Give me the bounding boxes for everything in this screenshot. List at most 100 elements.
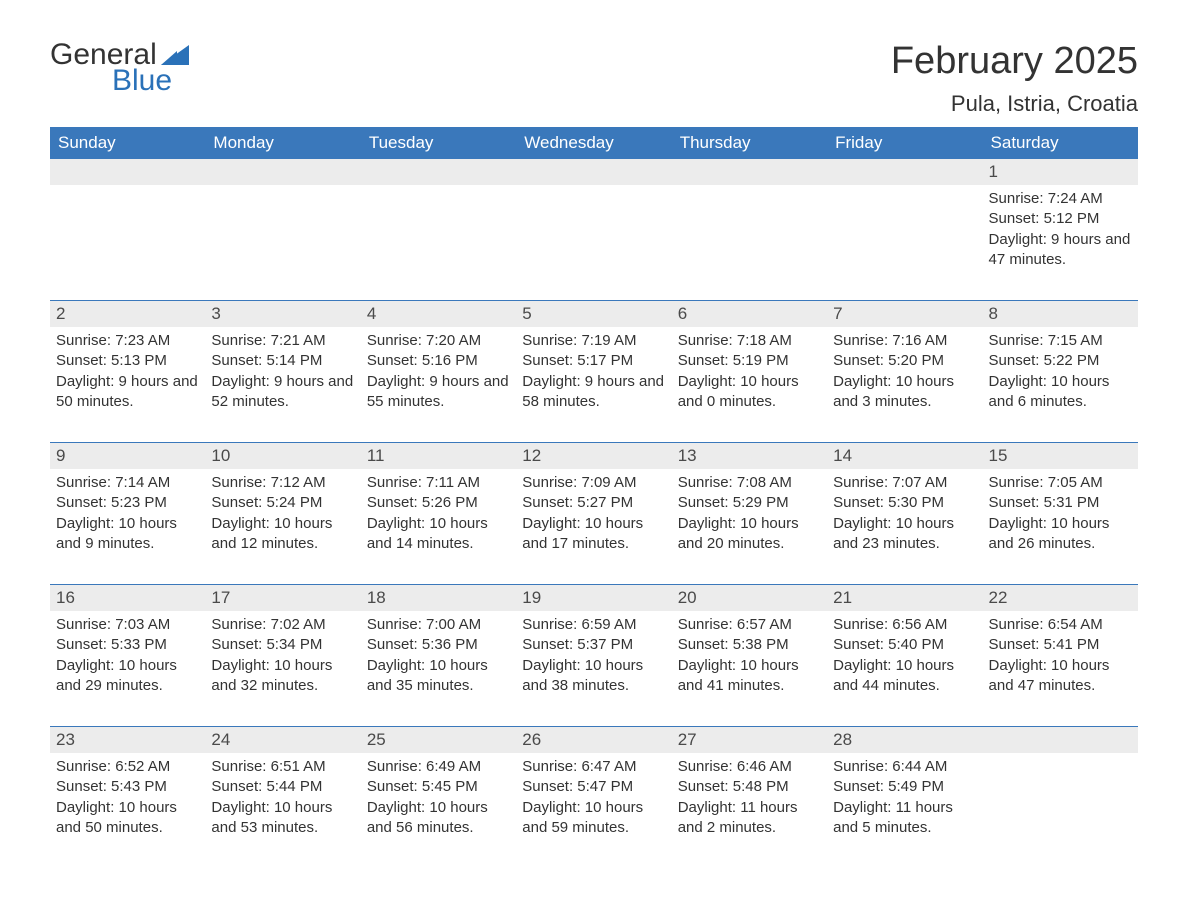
- day-detail: Sunrise: 7:07 AMSunset: 5:30 PMDaylight:…: [827, 469, 982, 585]
- day-detail: [361, 185, 516, 301]
- day-detail: Sunrise: 6:47 AMSunset: 5:47 PMDaylight:…: [516, 753, 671, 868]
- day-detail: Sunrise: 7:00 AMSunset: 5:36 PMDaylight:…: [361, 611, 516, 727]
- day-number: [50, 159, 205, 185]
- day-detail: [983, 753, 1138, 868]
- sunrise-text: Sunrise: 6:47 AM: [522, 757, 665, 777]
- sunset-text: Sunset: 5:43 PM: [56, 777, 199, 797]
- daylight-text: Daylight: 10 hours and 9 minutes.: [56, 514, 199, 555]
- sunrise-text: Sunrise: 7:05 AM: [989, 473, 1132, 493]
- day-detail: Sunrise: 7:14 AMSunset: 5:23 PMDaylight:…: [50, 469, 205, 585]
- day-number: 16: [50, 585, 205, 611]
- sunrise-text: Sunrise: 6:56 AM: [833, 615, 976, 635]
- day-number: 11: [361, 443, 516, 469]
- day-number-row: 1: [50, 159, 1138, 185]
- sunset-text: Sunset: 5:36 PM: [367, 635, 510, 655]
- sunrise-text: Sunrise: 7:24 AM: [989, 189, 1132, 209]
- daylight-text: Daylight: 10 hours and 59 minutes.: [522, 798, 665, 839]
- day-header-row: Sunday Monday Tuesday Wednesday Thursday…: [50, 127, 1138, 159]
- daylight-text: Daylight: 10 hours and 14 minutes.: [367, 514, 510, 555]
- sunset-text: Sunset: 5:24 PM: [211, 493, 354, 513]
- logo-text-blue: Blue: [112, 66, 189, 96]
- sunset-text: Sunset: 5:30 PM: [833, 493, 976, 513]
- day-detail: Sunrise: 7:02 AMSunset: 5:34 PMDaylight:…: [205, 611, 360, 727]
- day-number: [205, 159, 360, 185]
- daylight-text: Daylight: 11 hours and 5 minutes.: [833, 798, 976, 839]
- sunrise-text: Sunrise: 6:54 AM: [989, 615, 1132, 635]
- sunset-text: Sunset: 5:37 PM: [522, 635, 665, 655]
- day-number: 18: [361, 585, 516, 611]
- sunset-text: Sunset: 5:49 PM: [833, 777, 976, 797]
- day-detail: Sunrise: 6:49 AMSunset: 5:45 PMDaylight:…: [361, 753, 516, 868]
- day-number: 25: [361, 727, 516, 753]
- sunrise-text: Sunrise: 7:03 AM: [56, 615, 199, 635]
- daylight-text: Daylight: 10 hours and 35 minutes.: [367, 656, 510, 697]
- day-number: [361, 159, 516, 185]
- sunrise-text: Sunrise: 7:23 AM: [56, 331, 199, 351]
- sunset-text: Sunset: 5:47 PM: [522, 777, 665, 797]
- day-number-row: 9101112131415: [50, 443, 1138, 469]
- sunrise-text: Sunrise: 7:20 AM: [367, 331, 510, 351]
- day-detail-row: Sunrise: 7:14 AMSunset: 5:23 PMDaylight:…: [50, 469, 1138, 585]
- sunrise-text: Sunrise: 7:00 AM: [367, 615, 510, 635]
- sunset-text: Sunset: 5:45 PM: [367, 777, 510, 797]
- day-detail: Sunrise: 7:15 AMSunset: 5:22 PMDaylight:…: [983, 327, 1138, 443]
- day-detail: Sunrise: 6:52 AMSunset: 5:43 PMDaylight:…: [50, 753, 205, 868]
- day-detail: [205, 185, 360, 301]
- sunrise-text: Sunrise: 6:51 AM: [211, 757, 354, 777]
- day-number: 15: [983, 443, 1138, 469]
- month-title: February 2025: [891, 40, 1138, 83]
- sunset-text: Sunset: 5:14 PM: [211, 351, 354, 371]
- sunset-text: Sunset: 5:31 PM: [989, 493, 1132, 513]
- header: General Blue February 2025 Pula, Istria,…: [50, 40, 1138, 117]
- day-number: [516, 159, 671, 185]
- daylight-text: Daylight: 10 hours and 38 minutes.: [522, 656, 665, 697]
- day-detail-row: Sunrise: 6:52 AMSunset: 5:43 PMDaylight:…: [50, 753, 1138, 868]
- day-number: 10: [205, 443, 360, 469]
- day-number-row: 2345678: [50, 301, 1138, 327]
- day-number: 19: [516, 585, 671, 611]
- sunrise-text: Sunrise: 7:15 AM: [989, 331, 1132, 351]
- sunrise-text: Sunrise: 7:11 AM: [367, 473, 510, 493]
- day-detail: [50, 185, 205, 301]
- day-number: 14: [827, 443, 982, 469]
- day-detail: Sunrise: 7:11 AMSunset: 5:26 PMDaylight:…: [361, 469, 516, 585]
- day-detail: Sunrise: 7:23 AMSunset: 5:13 PMDaylight:…: [50, 327, 205, 443]
- day-number: [672, 159, 827, 185]
- sunset-text: Sunset: 5:17 PM: [522, 351, 665, 371]
- day-number: 1: [983, 159, 1138, 185]
- sunrise-text: Sunrise: 6:59 AM: [522, 615, 665, 635]
- day-header: Sunday: [50, 127, 205, 159]
- sunrise-text: Sunrise: 7:08 AM: [678, 473, 821, 493]
- title-block: February 2025 Pula, Istria, Croatia: [891, 40, 1138, 117]
- sunrise-text: Sunrise: 6:57 AM: [678, 615, 821, 635]
- daylight-text: Daylight: 10 hours and 47 minutes.: [989, 656, 1132, 697]
- day-number: [827, 159, 982, 185]
- day-header: Monday: [205, 127, 360, 159]
- daylight-text: Daylight: 10 hours and 32 minutes.: [211, 656, 354, 697]
- sunrise-text: Sunrise: 6:44 AM: [833, 757, 976, 777]
- day-detail: Sunrise: 6:56 AMSunset: 5:40 PMDaylight:…: [827, 611, 982, 727]
- day-detail: Sunrise: 7:12 AMSunset: 5:24 PMDaylight:…: [205, 469, 360, 585]
- daylight-text: Daylight: 9 hours and 55 minutes.: [367, 372, 510, 413]
- day-detail: Sunrise: 7:08 AMSunset: 5:29 PMDaylight:…: [672, 469, 827, 585]
- sunset-text: Sunset: 5:48 PM: [678, 777, 821, 797]
- calendar-table: Sunday Monday Tuesday Wednesday Thursday…: [50, 127, 1138, 868]
- daylight-text: Daylight: 10 hours and 29 minutes.: [56, 656, 199, 697]
- sunset-text: Sunset: 5:22 PM: [989, 351, 1132, 371]
- location: Pula, Istria, Croatia: [891, 91, 1138, 117]
- sunset-text: Sunset: 5:13 PM: [56, 351, 199, 371]
- day-number: 4: [361, 301, 516, 327]
- day-number: 7: [827, 301, 982, 327]
- daylight-text: Daylight: 9 hours and 58 minutes.: [522, 372, 665, 413]
- sunset-text: Sunset: 5:40 PM: [833, 635, 976, 655]
- sunset-text: Sunset: 5:20 PM: [833, 351, 976, 371]
- day-detail: Sunrise: 6:44 AMSunset: 5:49 PMDaylight:…: [827, 753, 982, 868]
- day-detail: Sunrise: 7:16 AMSunset: 5:20 PMDaylight:…: [827, 327, 982, 443]
- day-detail: [516, 185, 671, 301]
- daylight-text: Daylight: 10 hours and 44 minutes.: [833, 656, 976, 697]
- sunset-text: Sunset: 5:12 PM: [989, 209, 1132, 229]
- day-number: 12: [516, 443, 671, 469]
- daylight-text: Daylight: 9 hours and 47 minutes.: [989, 230, 1132, 271]
- day-header: Saturday: [983, 127, 1138, 159]
- day-number: 23: [50, 727, 205, 753]
